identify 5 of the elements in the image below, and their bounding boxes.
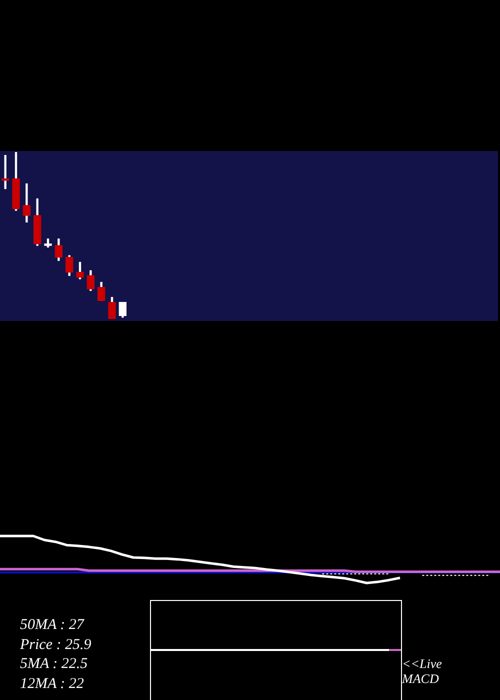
text: 12MA : 22 — [20, 674, 85, 694]
text: 5MA : 22.5 — [20, 655, 89, 674]
text: 50MA : 27 — [20, 616, 86, 635]
text: Price : 25.9 — [20, 636, 92, 655]
text: <<Live MACD — [402, 656, 443, 686]
